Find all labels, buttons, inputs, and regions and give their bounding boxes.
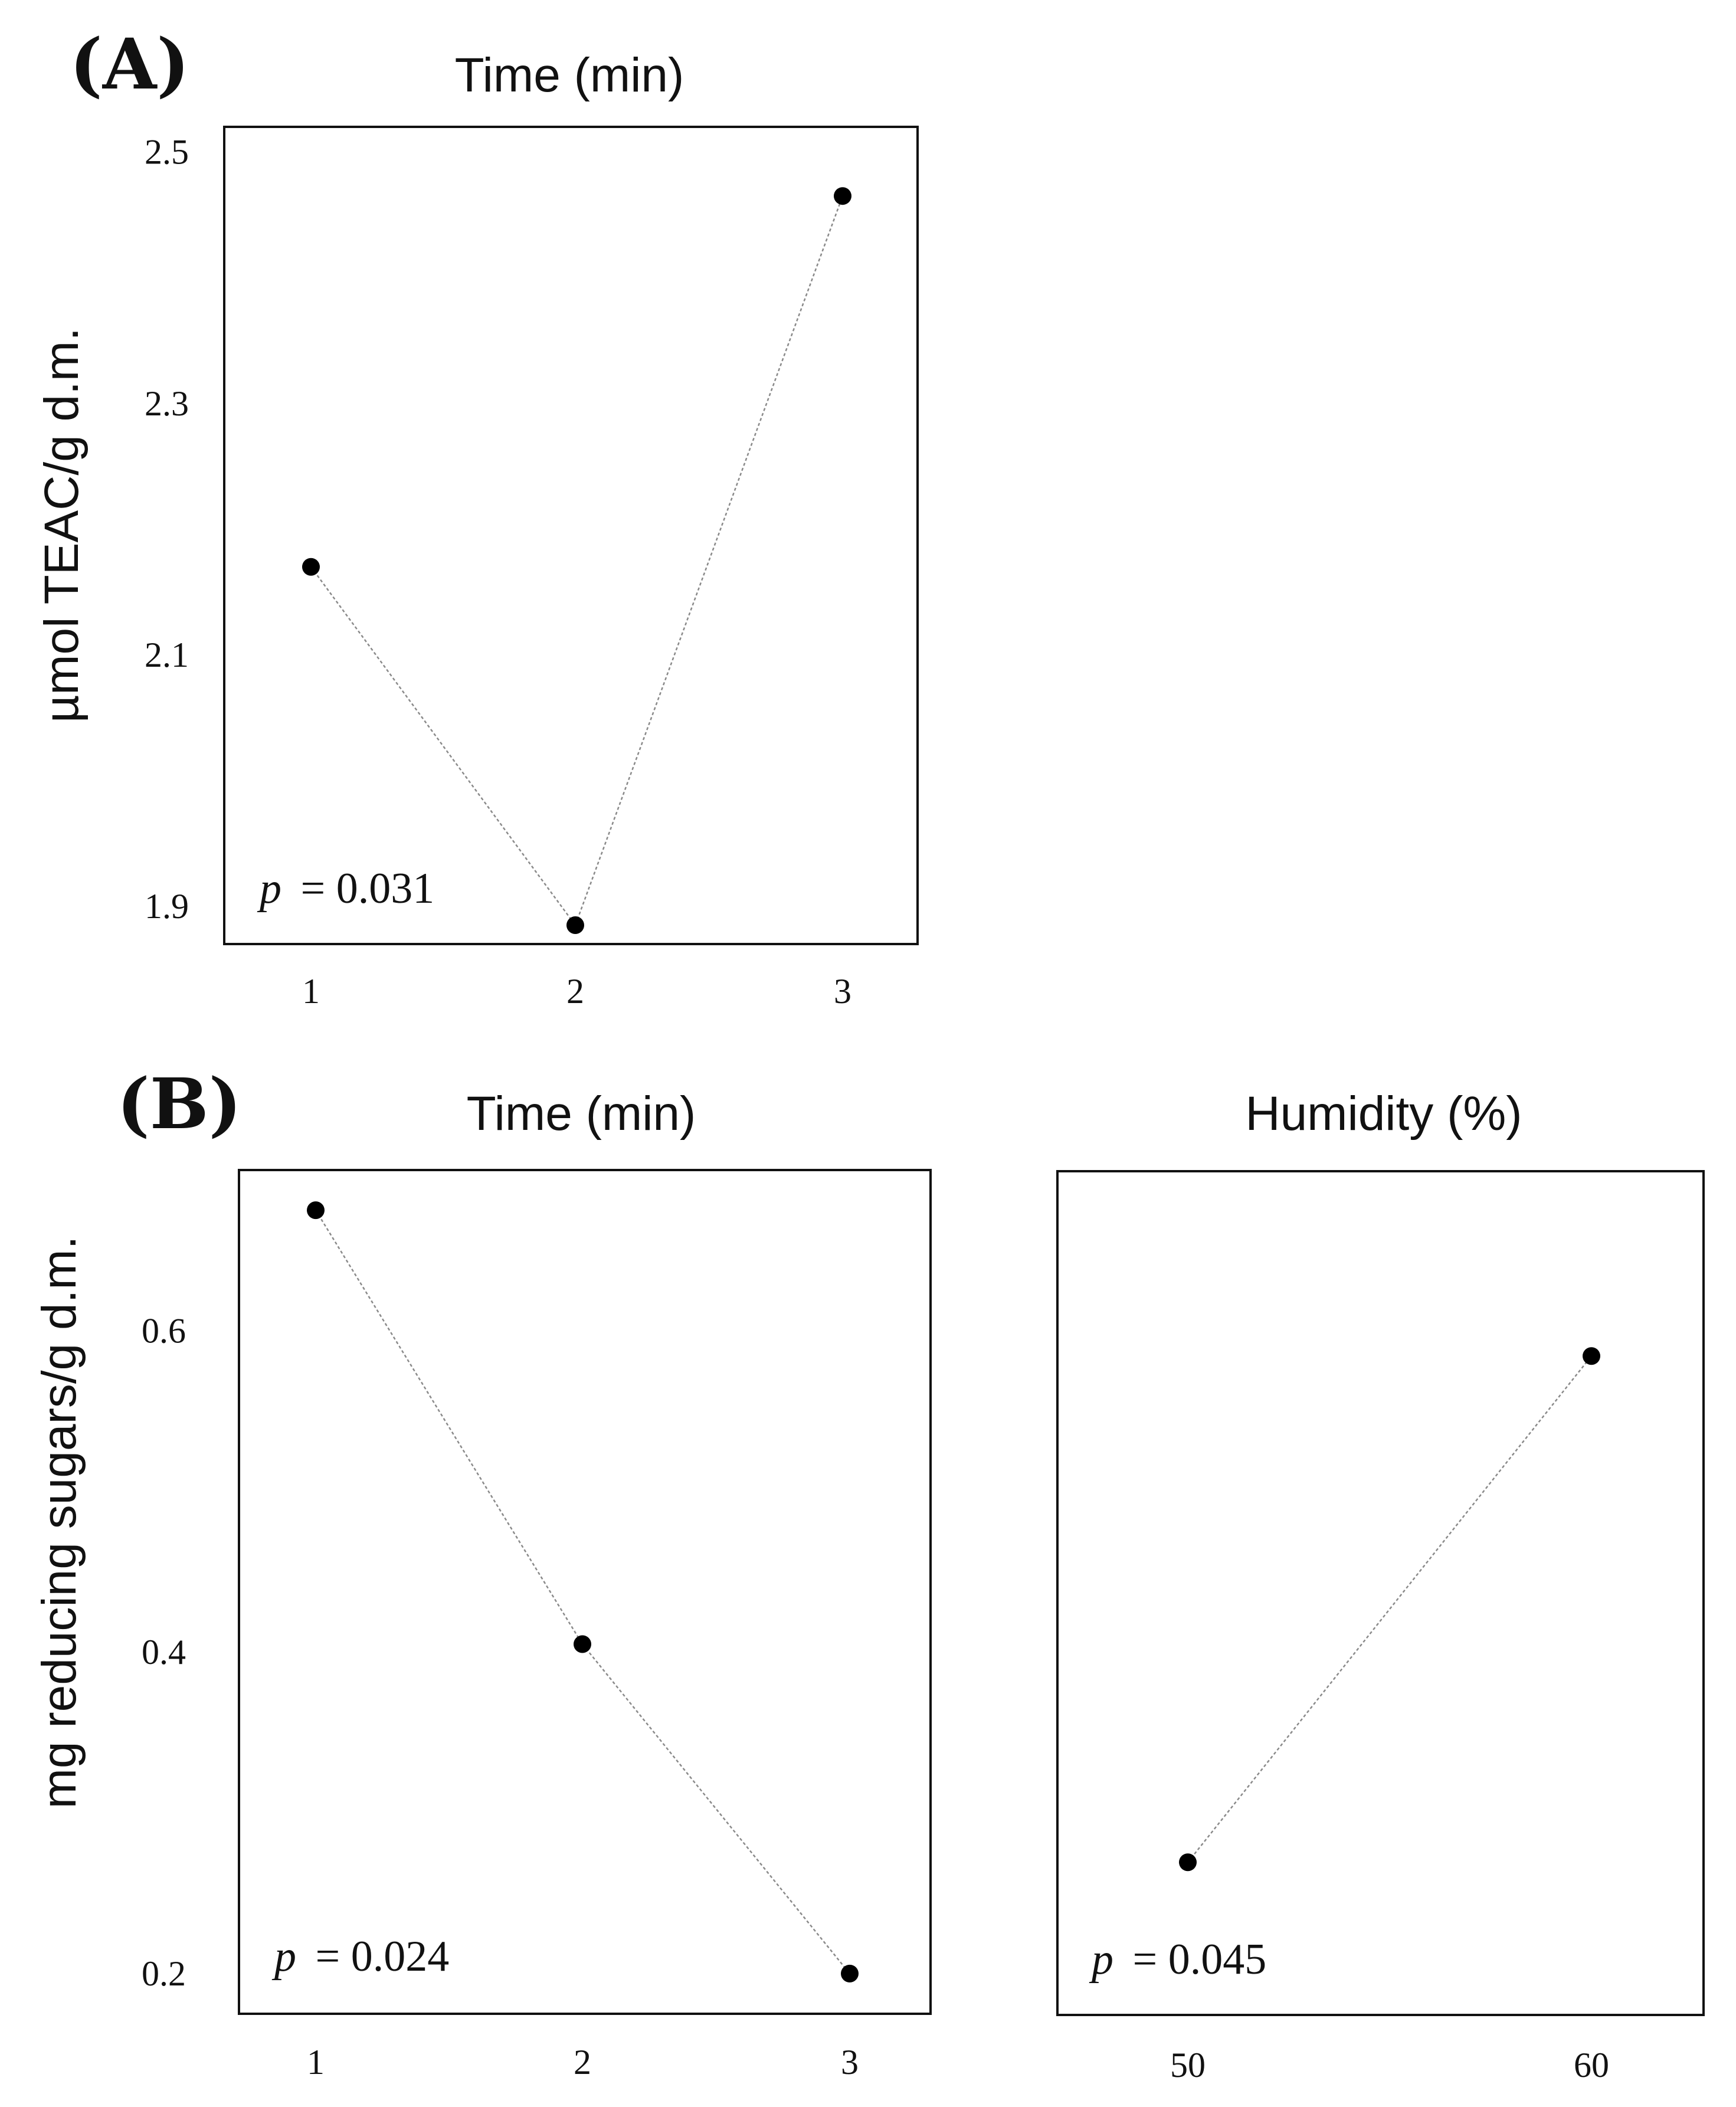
p-symbol-b: p: [271, 1932, 296, 1981]
chart-panel-b-time: (B) Time (min) mg reducing sugars/g d.m.…: [32, 1063, 932, 2082]
p-symbol-c: p: [1089, 1935, 1113, 1984]
p-value-b-humidity: p = 0.045: [1089, 1935, 1266, 1984]
y-tick-label: 2.1: [145, 635, 189, 674]
y-tick-label: 0.2: [142, 1954, 186, 1993]
chart-title-a: Time (min): [455, 48, 684, 102]
chart-title-b-humidity: Humidity (%): [1245, 1087, 1522, 1141]
p-text-b: = 0.024: [316, 1932, 450, 1981]
y-tick-label: 2.5: [145, 133, 189, 172]
chart-panel-b-humidity: Humidity (%) 50 60 p = 0.045: [1056, 1087, 1705, 2085]
plot-frame-b-humidity: [1056, 1170, 1705, 2016]
y-ticks-b: 0.2 0.4 0.6: [142, 1311, 186, 1993]
p-text-a: = 0.031: [301, 864, 435, 913]
series-line: [315, 1210, 850, 1974]
x-tick-label: 1: [302, 972, 320, 1011]
plot-frame-a: [223, 126, 919, 945]
data-point-50: [1179, 1853, 1197, 1872]
y-tick-label: 0.6: [142, 1311, 186, 1350]
series-c: [1179, 1347, 1600, 1872]
p-value-a: p = 0.031: [257, 864, 434, 913]
x-tick-label: 1: [307, 2043, 325, 2082]
data-point-1: [302, 558, 320, 576]
x-ticks-a: 1 2 3: [302, 972, 851, 1011]
chart-title-b-time: Time (min): [467, 1087, 696, 1141]
y-tick-label: 2.3: [145, 384, 189, 423]
p-text-c: = 0.045: [1133, 1935, 1267, 1984]
p-value-b-time: p = 0.024: [271, 1932, 449, 1981]
x-tick-label: 50: [1170, 2046, 1206, 2085]
series-b: [307, 1201, 859, 1983]
data-point-3: [841, 1964, 859, 1983]
x-ticks-b: 1 2 3: [307, 2043, 859, 2082]
y-tick-label: 0.4: [142, 1633, 186, 1672]
x-ticks-c: 50 60: [1170, 2046, 1609, 2085]
y-axis-label-b: mg reducing sugars/g d.m.: [32, 1236, 86, 1809]
x-tick-label: 3: [834, 972, 851, 1011]
series-a: [302, 187, 851, 935]
p-symbol-a: p: [257, 864, 281, 913]
series-line: [310, 195, 844, 927]
data-point-3: [834, 187, 851, 205]
x-tick-label: 60: [1574, 2046, 1609, 2085]
y-ticks-a: 1.9 2.1 2.3 2.5: [145, 133, 189, 926]
plot-frame-b-time: [238, 1169, 932, 2015]
chart-panel-a: (A) Time (min) µmol TEAC/g d.m. 1.9 2.1 2.…: [35, 23, 919, 1011]
y-tick-label: 1.9: [145, 887, 189, 926]
y-axis-label-a: µmol TEAC/g d.m.: [35, 327, 89, 723]
panel-label-a: (A): [70, 23, 189, 105]
series-line: [1187, 1355, 1592, 1863]
data-point-2: [566, 916, 584, 935]
data-point-1: [307, 1201, 325, 1220]
x-tick-label: 2: [574, 2043, 591, 2082]
x-tick-label: 2: [566, 972, 584, 1011]
panel-label-b: (B): [117, 1063, 241, 1145]
x-tick-label: 3: [841, 2043, 859, 2082]
data-point-60: [1583, 1347, 1600, 1365]
data-point-2: [574, 1635, 591, 1653]
